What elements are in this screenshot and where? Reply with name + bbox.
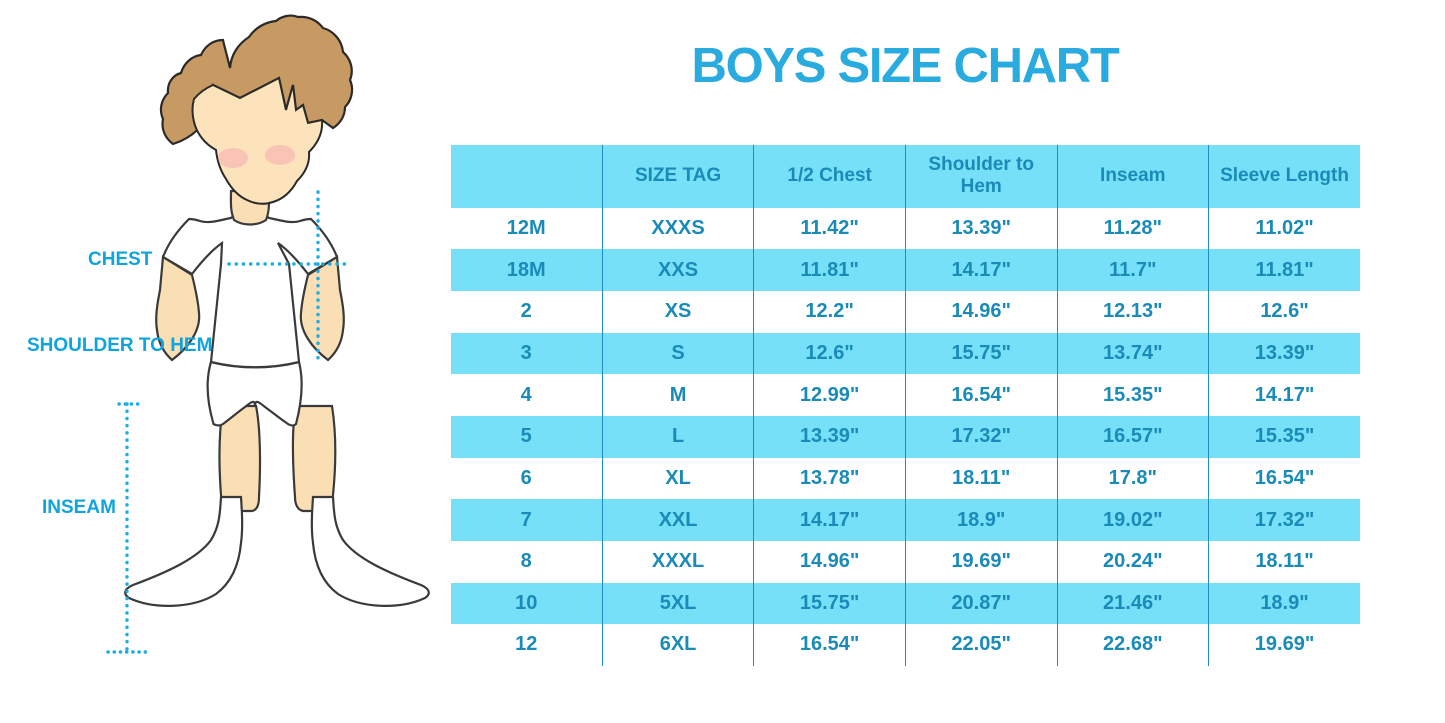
svg-text:SHOULDER TO HEM: SHOULDER TO HEM <box>27 335 212 356</box>
svg-text:CHEST: CHEST <box>88 249 153 270</box>
svg-text:INSEAM: INSEAM <box>42 497 116 518</box>
